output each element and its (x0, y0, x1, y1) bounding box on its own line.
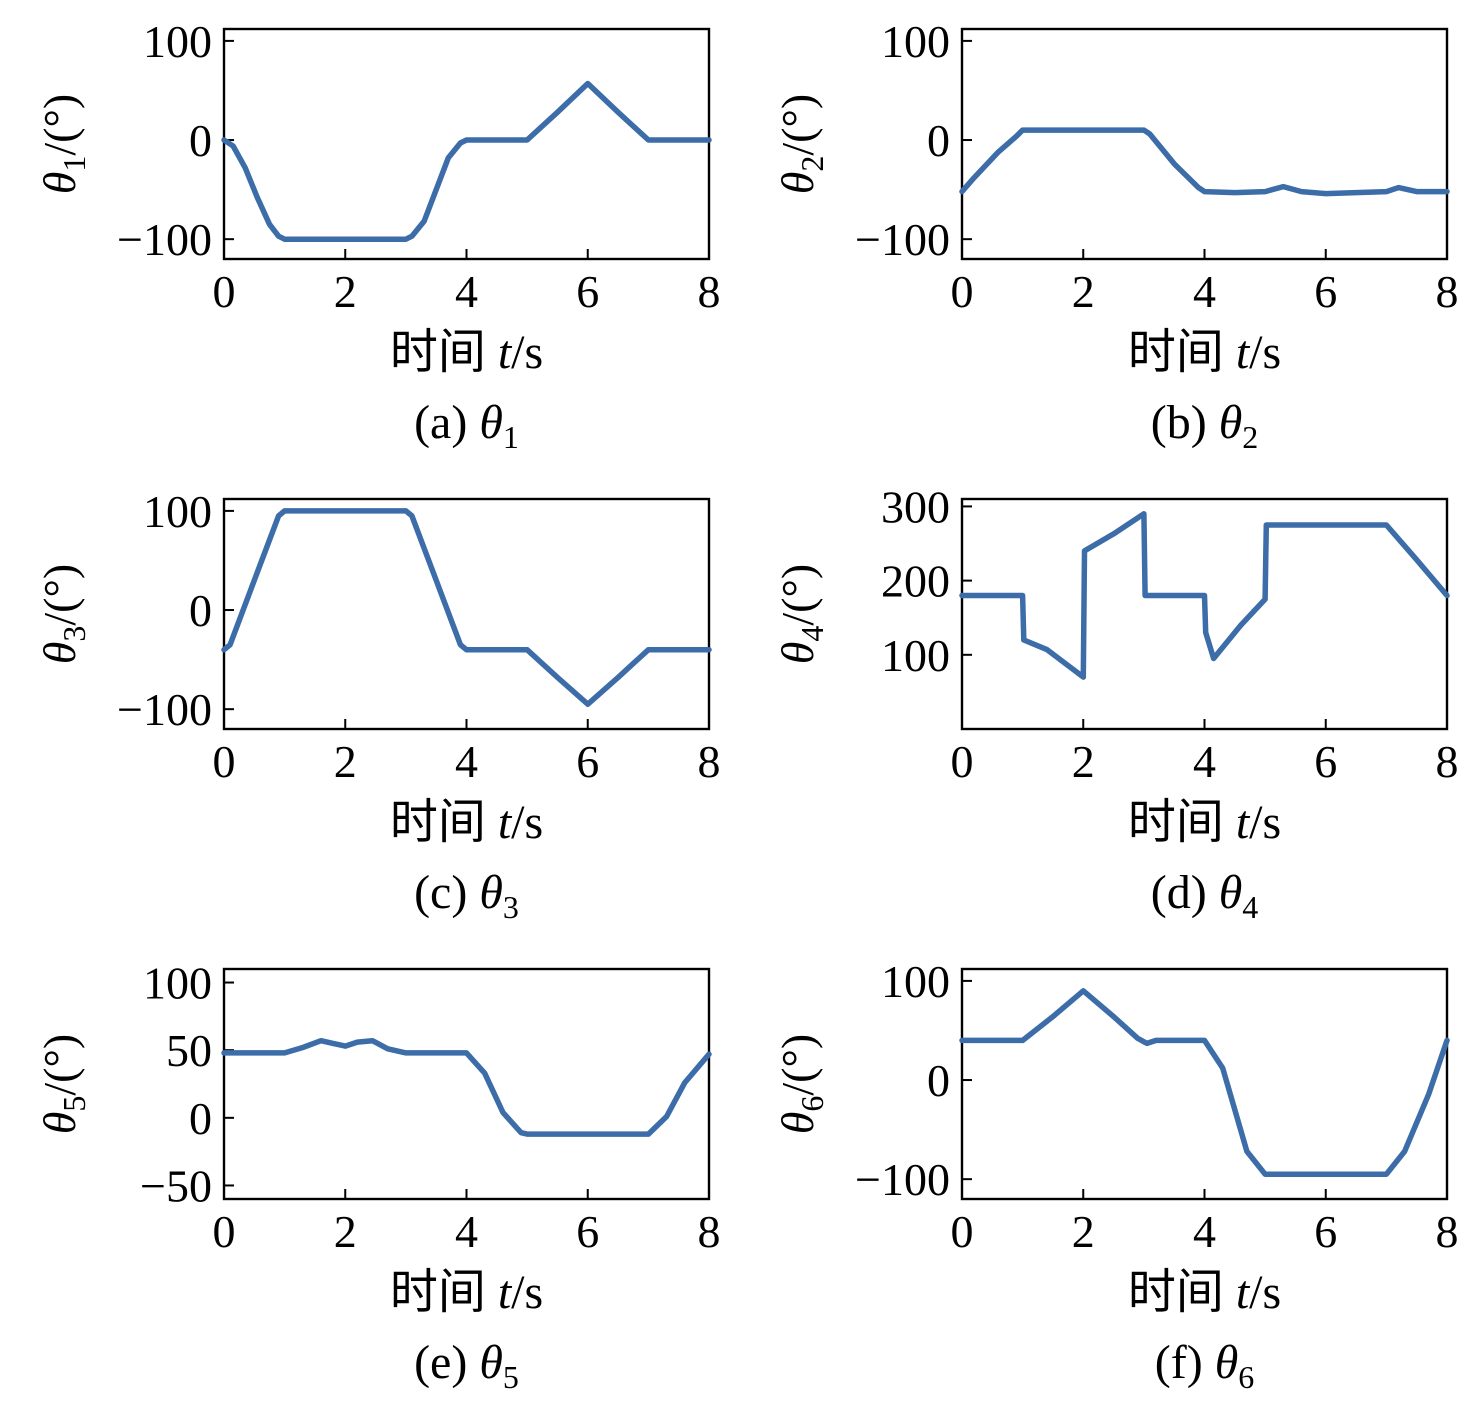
y-tick-label: 100 (143, 957, 212, 1008)
y-tick-label: 0 (927, 115, 950, 166)
x-tick-label: 6 (1314, 1206, 1337, 1257)
y-tick-label: −100 (117, 214, 212, 265)
series-line (221, 80, 712, 242)
x-tick-label: 4 (1193, 266, 1216, 317)
x-tick-label: 0 (213, 1206, 236, 1257)
x-axis-label: 时间 t/s (1128, 326, 1281, 379)
x-tick-label: 0 (951, 266, 974, 317)
chart-caption: (e) θ5 (414, 1336, 519, 1395)
y-axis-label: θ2/(°) (772, 93, 830, 193)
x-axis-label: 时间 t/s (1128, 796, 1281, 849)
series-line (221, 1037, 712, 1137)
x-tick-label: 6 (576, 736, 599, 787)
chart-theta-3: 0 2 4 6 8 −100 0 100 θ3/(°) 时间 t/s (c) θ3 (0, 474, 738, 938)
chart-theta-4: 0 2 4 6 8 100 200 300 θ4/(°) 时间 t/s (d) θ4 (738, 474, 1476, 938)
y-axis-label: θ4/(°) (772, 563, 830, 663)
x-tick-label: 8 (1436, 266, 1459, 317)
x-tick-label: 2 (334, 1206, 357, 1257)
y-tick-label: 100 (881, 955, 950, 1006)
x-tick-label: 8 (1436, 1206, 1459, 1257)
y-axis-label: θ5/(°) (34, 1033, 92, 1133)
x-tick-label: 2 (1072, 1206, 1095, 1257)
x-tick-label: 2 (334, 266, 357, 317)
x-tick-label: 6 (576, 266, 599, 317)
y-axis-label: θ3/(°) (34, 563, 92, 663)
y-tick-label: −100 (117, 684, 212, 735)
y-axis-label: θ1/(°) (34, 93, 92, 193)
x-tick-label: 8 (1436, 736, 1459, 787)
x-tick-label: 0 (951, 736, 974, 787)
y-tick-label: 300 (881, 484, 950, 532)
y-axis-label: θ6/(°) (772, 1033, 830, 1133)
y-tick-label: 0 (927, 1055, 950, 1106)
y-tick-label: 50 (166, 1025, 212, 1076)
x-tick-label: 6 (576, 1206, 599, 1257)
x-tick-label: 8 (698, 736, 721, 787)
chart-canvas-theta-4: 0 2 4 6 8 100 200 300 θ4/(°) 时间 t/s (d) θ4 (772, 484, 1459, 925)
y-tick-label: 100 (143, 485, 212, 536)
chart-theta-6: 0 2 4 6 8 −100 0 100 θ6/(°) 时间 t/s (f) θ6 (738, 944, 1476, 1408)
chart-caption: (a) θ1 (414, 396, 519, 455)
y-tick-label: −50 (140, 1160, 212, 1211)
plot-frame (222, 497, 711, 730)
plot-frame (960, 27, 1449, 260)
chart-theta-5: 0 2 4 6 8 −50 0 50 100 θ5/(°) 时间 t/s (e) θ5 (0, 944, 738, 1408)
plot-frame (222, 27, 711, 260)
x-tick-label: 4 (455, 736, 478, 787)
x-tick-label: 2 (1072, 266, 1095, 317)
series-line (959, 126, 1450, 196)
plot-frame (222, 967, 711, 1200)
y-tick-label: 0 (189, 585, 212, 636)
x-tick-label: 0 (213, 266, 236, 317)
x-tick-label: 4 (1193, 736, 1216, 787)
x-tick-label: 8 (698, 266, 721, 317)
x-tick-label: 6 (1314, 736, 1337, 787)
chart-caption: (f) θ6 (1155, 1336, 1255, 1395)
y-tick-label: 200 (881, 555, 950, 606)
x-tick-label: 4 (455, 1206, 478, 1257)
y-tick-label: 100 (881, 15, 950, 66)
y-tick-label: 0 (189, 1092, 212, 1143)
x-tick-label: 6 (1314, 266, 1337, 317)
chart-theta-2: 0 2 4 6 8 −100 0 100 θ2/(°) 时间 t/s (b) θ2 (738, 4, 1476, 468)
y-tick-label: 100 (143, 15, 212, 66)
x-tick-label: 0 (213, 736, 236, 787)
y-tick-label: 0 (189, 115, 212, 166)
y-tick-label: 100 (881, 629, 950, 680)
y-tick-label: −100 (855, 1154, 950, 1205)
x-axis-label: 时间 t/s (390, 796, 543, 849)
series-line (221, 507, 712, 707)
x-axis-label: 时间 t/s (390, 1266, 543, 1319)
plot-frame (960, 967, 1449, 1200)
chart-theta-1: 0 2 4 6 8 −100 0 100 θ1/(°) 时间 t/s (a) θ1 (0, 4, 738, 468)
x-tick-label: 0 (951, 1206, 974, 1257)
x-tick-label: 4 (455, 266, 478, 317)
x-tick-label: 2 (334, 736, 357, 787)
x-axis-label: 时间 t/s (1128, 1266, 1281, 1319)
x-tick-label: 4 (1193, 1206, 1216, 1257)
chart-caption: (d) θ4 (1151, 866, 1259, 925)
x-tick-label: 8 (698, 1206, 721, 1257)
series-line (959, 510, 1450, 680)
x-axis-label: 时间 t/s (390, 326, 543, 379)
series-line (959, 987, 1450, 1177)
chart-caption: (c) θ3 (414, 866, 519, 925)
x-tick-label: 2 (1072, 736, 1095, 787)
y-tick-label: −100 (855, 214, 950, 265)
chart-caption: (b) θ2 (1151, 396, 1259, 455)
